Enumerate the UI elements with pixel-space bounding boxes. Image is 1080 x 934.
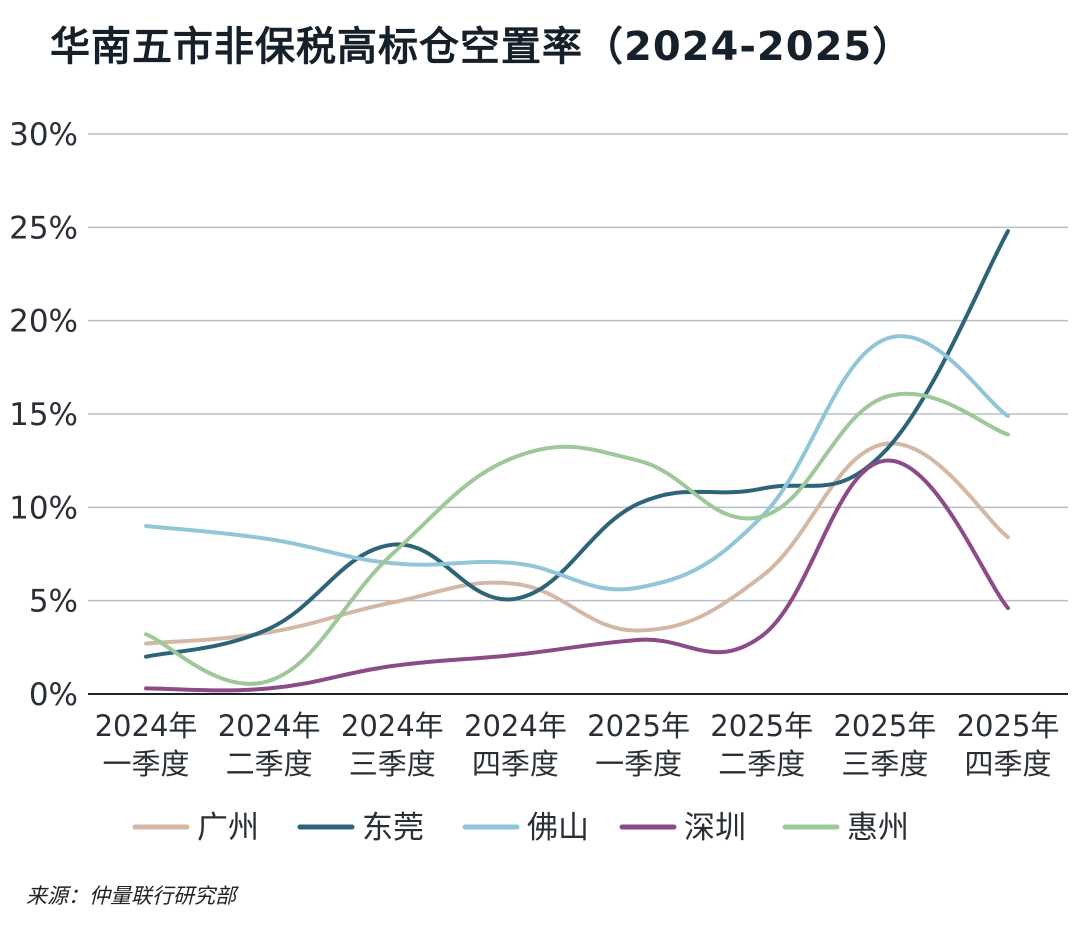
x-axis-tick-labels: 2024年一季度2024年二季度2024年三季度2024年四季度2025年一季度…	[95, 709, 1060, 781]
x-tick-label: 2024年	[95, 709, 198, 743]
y-tick-label: 10%	[9, 490, 78, 526]
legend-label: 惠州	[847, 810, 909, 846]
y-tick-label: 20%	[9, 304, 78, 340]
series-line-惠州	[144, 391, 1010, 686]
legend-label: 佛山	[527, 810, 589, 846]
chart-title: 华南五市非保税高标仓空置率（2024-2025）	[50, 24, 914, 70]
series-line-佛山	[144, 334, 1010, 592]
x-tick-label: 2025年	[957, 709, 1060, 743]
x-tick-label: 三季度	[349, 747, 436, 781]
x-tick-label: 2024年	[341, 709, 444, 743]
grid-lines	[88, 133, 1068, 695]
series-line-深圳	[144, 458, 1010, 693]
source-note: 来源：仲量联行研究部	[26, 884, 236, 908]
legend: 广州 东莞 佛山 深圳 惠州	[132, 810, 909, 846]
x-tick-label: 2025年	[710, 709, 813, 743]
y-tick-label: 15%	[9, 397, 78, 433]
y-tick-label: 0%	[29, 677, 78, 713]
legend-label: 东莞	[362, 810, 424, 846]
series-line-东莞	[144, 229, 1010, 659]
x-tick-label: 一季度	[595, 747, 682, 781]
x-tick-label: 一季度	[102, 747, 189, 781]
x-tick-label: 二季度	[226, 747, 313, 781]
legend-label: 广州	[197, 810, 259, 846]
y-tick-label: 5%	[29, 584, 78, 620]
y-tick-label: 25%	[9, 210, 78, 246]
series-line-广州	[144, 441, 1010, 646]
y-axis-tick-labels: 0% 5% 10% 15% 20% 25% 30%	[9, 117, 78, 713]
x-tick-label: 二季度	[718, 747, 805, 781]
x-tick-label: 2024年	[218, 709, 321, 743]
y-tick-label: 30%	[9, 117, 78, 153]
x-tick-label: 四季度	[964, 747, 1051, 781]
x-tick-label: 四季度	[472, 747, 559, 781]
series-lines	[144, 229, 1010, 693]
x-tick-label: 2025年	[587, 709, 690, 743]
legend-label: 深圳	[684, 810, 746, 846]
x-tick-label: 三季度	[841, 747, 928, 781]
x-tick-label: 2025年	[833, 709, 936, 743]
x-tick-label: 2024年	[464, 709, 567, 743]
